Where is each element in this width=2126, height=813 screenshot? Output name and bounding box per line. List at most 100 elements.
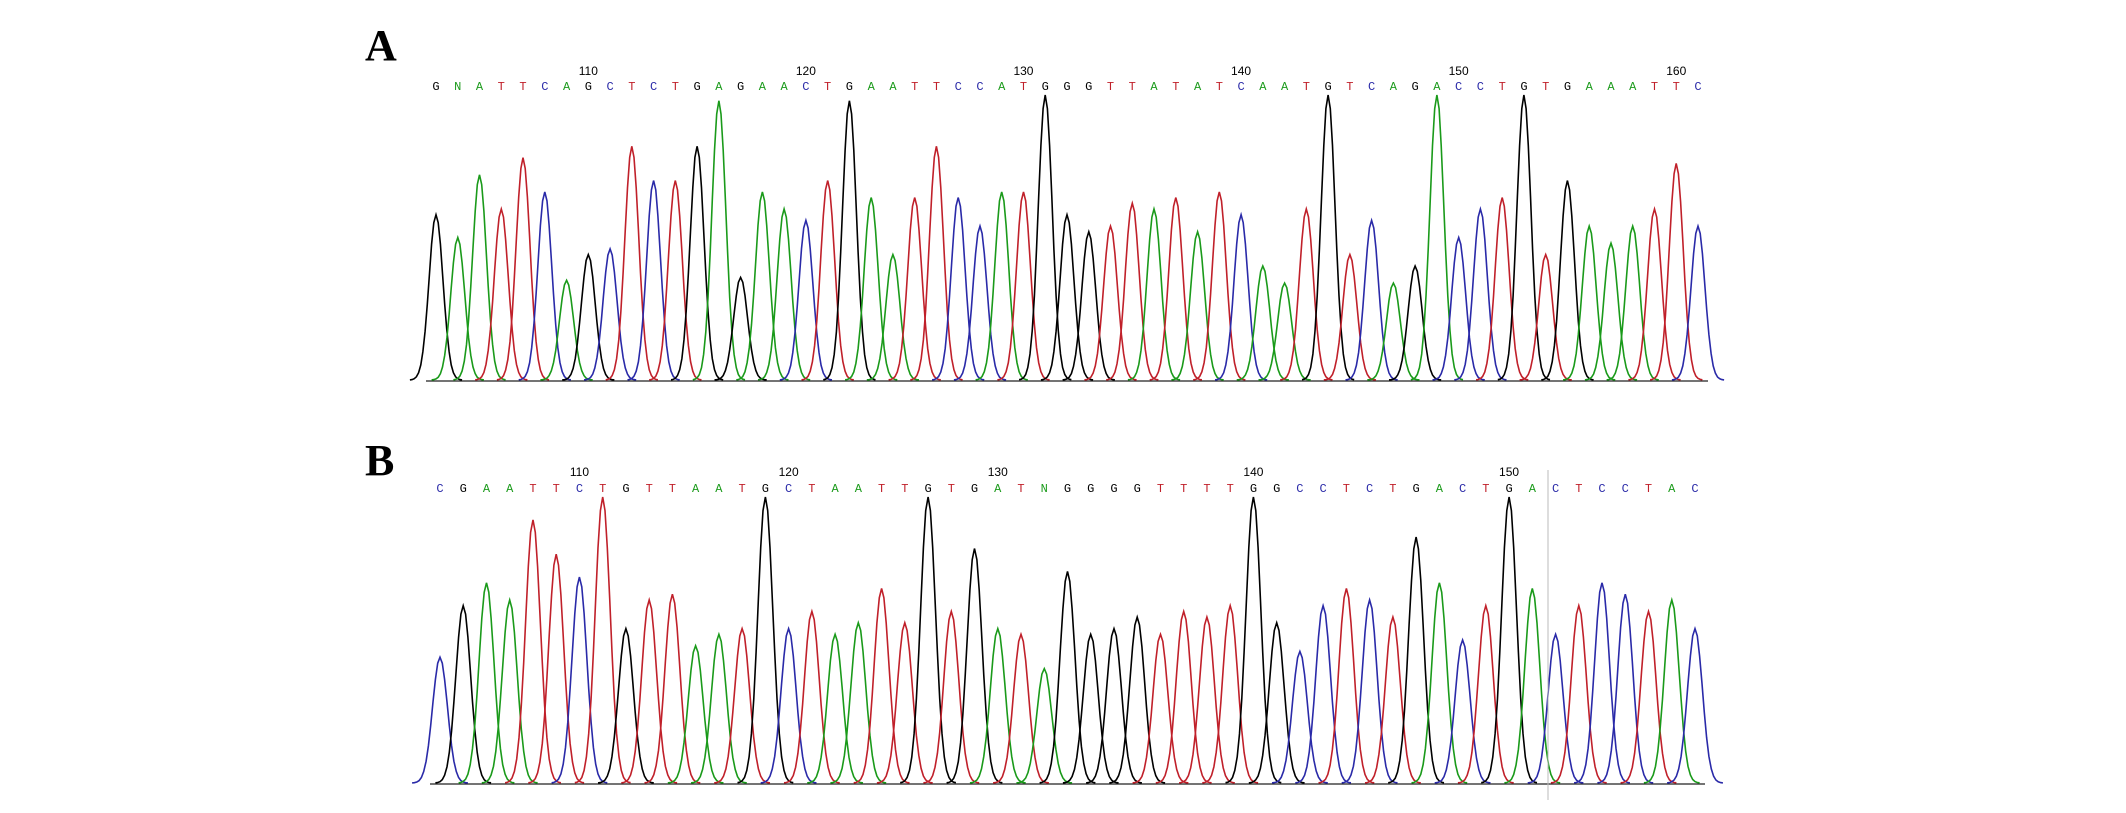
trace-peak	[1550, 602, 1607, 784]
trace-peak	[1271, 649, 1328, 784]
base-call-letter: C	[1320, 482, 1327, 496]
trace-peak	[736, 191, 789, 381]
trace-peak	[1367, 281, 1420, 381]
position-label: 110	[570, 465, 589, 479]
base-call-letter: C	[1366, 482, 1373, 496]
base-call-letter: G	[432, 80, 439, 94]
trace-peak	[975, 191, 1028, 381]
base-call-letter: A	[1586, 80, 1594, 94]
position-label: 160	[1666, 64, 1686, 78]
trace-peak	[458, 582, 515, 784]
base-call-letter: A	[1281, 80, 1289, 94]
trace-peak	[1085, 625, 1142, 784]
trace-peak	[807, 631, 864, 784]
trace-peak	[409, 211, 463, 381]
trace-peak	[670, 146, 724, 381]
trace-peak	[1109, 614, 1166, 784]
base-call-letter: A	[1668, 482, 1676, 496]
base-call-letter: A	[1629, 80, 1637, 94]
trace-peak	[1457, 602, 1514, 784]
base-call-letter: T	[498, 80, 505, 94]
base-call-letter: C	[541, 80, 548, 94]
trace-peak	[621, 596, 678, 784]
base-call-letter: A	[476, 80, 484, 94]
base-call-letter: C	[650, 80, 657, 94]
base-call-letter: T	[911, 80, 918, 94]
position-label: 140	[1231, 64, 1251, 78]
base-call-letter: C	[1296, 482, 1303, 496]
trace-peak	[1062, 631, 1119, 784]
trace-peak	[1364, 614, 1421, 784]
base-call-letter: T	[1157, 482, 1164, 496]
position-label: 130	[988, 465, 1008, 479]
trace-peak	[1178, 614, 1235, 784]
trace-peak	[1258, 281, 1311, 381]
trace-peak	[1671, 223, 1725, 381]
base-call-letter: G	[1413, 482, 1420, 496]
base-call-letter: T	[739, 482, 746, 496]
base-call-letter: A	[759, 80, 767, 94]
trace-peak	[692, 100, 746, 381]
trace-peak	[431, 234, 485, 381]
base-call-letter: G	[1063, 80, 1070, 94]
base-call-letter: A	[1194, 80, 1202, 94]
base-call-letter: C	[1368, 80, 1375, 94]
base-call-letter: T	[553, 482, 560, 496]
base-call-letter: T	[1343, 482, 1350, 496]
trace-peak	[1018, 94, 1072, 381]
base-call-letter: T	[901, 482, 908, 496]
trace-peak	[1039, 571, 1096, 784]
trace-peak	[853, 588, 910, 784]
trace-peak	[1214, 211, 1268, 381]
base-call-letter: C	[576, 482, 583, 496]
panel-b-label: B	[365, 436, 395, 485]
base-call-letter: A	[692, 482, 700, 496]
base-call-letter: G	[1505, 482, 1512, 496]
trace-peak	[910, 146, 963, 381]
trace-peak	[1497, 94, 1551, 381]
base-call-letter: T	[519, 80, 526, 94]
trace-peak	[1388, 263, 1442, 381]
base-call-letter: G	[1042, 80, 1049, 94]
base-call-letter: C	[1622, 482, 1629, 496]
base-call-letter: C	[1455, 80, 1462, 94]
trace-peak	[562, 252, 615, 381]
panel-a-label: A	[365, 21, 397, 70]
trace-peak	[888, 197, 941, 381]
base-call-letter: G	[694, 80, 701, 94]
base-call-letter: G	[1110, 482, 1117, 496]
base-call-letter: N	[454, 80, 461, 94]
trace-peak	[1475, 197, 1529, 381]
base-call-letter: T	[628, 80, 635, 94]
base-call-letter: G	[846, 80, 853, 94]
base-call-letter: C	[785, 482, 792, 496]
trace-peak	[605, 146, 659, 381]
trace-peak	[435, 602, 492, 784]
base-call-letter: A	[563, 80, 571, 94]
trace-peak	[1606, 223, 1659, 381]
base-call-letter: A	[831, 482, 839, 496]
base-call-letter: A	[889, 80, 897, 94]
base-call-letter: T	[1216, 80, 1223, 94]
base-call-letter: A	[715, 80, 723, 94]
base-call-letter: T	[824, 80, 831, 94]
base-call-letter: A	[506, 482, 514, 496]
base-call-letter: A	[998, 80, 1006, 94]
trace-peak	[1106, 200, 1159, 381]
trace-peak	[1643, 596, 1700, 784]
base-call-letter: A	[1607, 80, 1615, 94]
base-call-letter: G	[1412, 80, 1419, 94]
trace-peak	[1295, 602, 1352, 784]
trace-peak	[1062, 229, 1116, 381]
trace-peak	[1666, 625, 1724, 784]
base-call-letter: G	[1064, 482, 1071, 496]
trace-peak	[1432, 234, 1485, 381]
base-call-letter: T	[933, 80, 940, 94]
base-call-letter: T	[1107, 80, 1114, 94]
trace-peak	[1040, 211, 1094, 381]
base-call-letter: G	[1564, 80, 1571, 94]
base-call-letter: T	[669, 482, 676, 496]
base-call-letter: G	[622, 482, 629, 496]
trace-peak	[1193, 191, 1246, 381]
position-label: 140	[1243, 465, 1263, 479]
